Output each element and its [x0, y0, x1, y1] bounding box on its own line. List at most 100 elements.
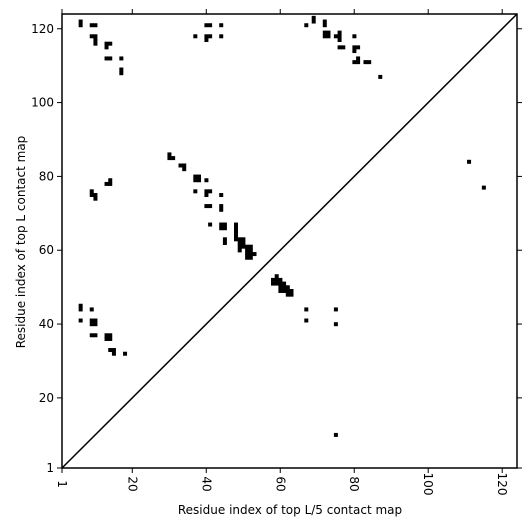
contact-cell-top-L — [219, 34, 224, 39]
contact-cell-top-L5 — [274, 277, 279, 282]
contact-cell-top-L — [104, 56, 109, 61]
contact-cell-top-L — [248, 255, 253, 260]
contact-cell-top-L5 — [304, 307, 309, 312]
contact-cell-top-L5 — [274, 281, 279, 286]
contact-cell-top-L — [352, 49, 357, 54]
contact-cell-top-L5 — [274, 274, 279, 279]
contact-cell-top-L — [234, 226, 239, 231]
contact-cell-top-L — [204, 189, 209, 194]
contact-cell-top-L5 — [89, 333, 94, 338]
contact-cell-top-L5 — [104, 333, 109, 338]
contact-cell-top-L — [237, 237, 242, 242]
contact-cell-top-L — [241, 244, 246, 249]
contact-cell-top-L — [208, 189, 213, 194]
contact-cell-top-L — [337, 30, 342, 35]
contact-cell-top-L — [248, 248, 253, 253]
contact-cell-top-L — [78, 19, 83, 24]
y-tick-label: 120 — [31, 22, 54, 36]
contact-cell-top-L5 — [278, 288, 283, 293]
contact-cell-top-L — [193, 34, 198, 39]
contact-cell-top-L5 — [271, 277, 275, 282]
contact-cell-top-L5 — [278, 281, 283, 286]
contact-cell-top-L — [234, 237, 239, 242]
contact-cell-top-L — [304, 23, 309, 28]
contact-cell-top-L — [222, 226, 227, 231]
contact-cell-top-L — [219, 222, 224, 227]
y-tick-label: 1 — [46, 461, 54, 475]
contact-cell-top-L — [241, 241, 246, 245]
contact-cell-top-L — [337, 37, 342, 42]
contact-cell-top-L5 — [108, 333, 113, 338]
x-tick-label: 40 — [199, 476, 213, 491]
x-tick-label: 100 — [421, 473, 435, 496]
contact-cell-top-L — [219, 193, 224, 198]
contact-cell-top-L — [182, 163, 187, 168]
contact-cell-top-L — [252, 252, 257, 257]
contact-cell-top-L — [104, 41, 109, 46]
x-tick-label: 20 — [125, 476, 139, 491]
contact-cell-top-L — [171, 156, 176, 161]
contact-cell-top-L — [241, 237, 246, 242]
contact-cell-top-L — [378, 74, 383, 79]
contact-cell-top-L — [204, 204, 209, 209]
contact-cell-top-L — [237, 241, 242, 245]
contact-cell-top-L — [481, 185, 486, 190]
contact-cell-top-L — [108, 56, 113, 61]
contact-cell-top-L5 — [93, 322, 98, 327]
contact-cell-top-L — [93, 23, 98, 28]
contact-cell-top-L — [119, 71, 124, 76]
y-tick-label: 40 — [39, 317, 54, 331]
contact-cell-top-L — [248, 252, 253, 257]
contact-cell-top-L — [89, 23, 94, 28]
contact-cell-top-L — [219, 204, 224, 209]
contact-cell-top-L5 — [111, 351, 116, 356]
contact-cell-top-L — [219, 207, 224, 212]
y-tick-label: 60 — [39, 243, 54, 257]
contact-cell-top-L — [197, 174, 202, 179]
contact-cell-top-L — [119, 56, 124, 61]
contact-cell-top-L — [363, 60, 368, 65]
contact-cell-top-L — [89, 193, 94, 198]
contact-cell-top-L — [204, 193, 209, 198]
contact-cell-top-L — [193, 189, 198, 194]
contact-cell-top-L5 — [78, 303, 83, 308]
contact-cell-top-L5 — [282, 281, 287, 286]
contact-cell-top-L — [208, 222, 213, 227]
contact-cell-top-L — [337, 45, 342, 50]
contact-cell-top-L5 — [285, 292, 290, 297]
contact-cell-top-L5 — [289, 288, 294, 293]
y-tick-label: 20 — [39, 391, 54, 405]
contact-cell-top-L — [352, 34, 357, 39]
contact-cell-top-L — [222, 237, 227, 242]
contact-cell-top-L5 — [333, 307, 338, 312]
contact-cell-top-L — [104, 181, 109, 186]
contact-cell-top-L — [367, 60, 372, 65]
contact-cell-top-L5 — [89, 307, 94, 312]
contact-cell-top-L — [208, 204, 213, 209]
contact-cell-top-L — [337, 34, 342, 39]
contact-cell-top-L — [108, 178, 113, 183]
contact-cell-top-L — [93, 41, 98, 46]
y-tick-label: 100 — [31, 96, 54, 110]
contact-cell-top-L5 — [89, 322, 94, 327]
contact-cell-top-L — [245, 248, 250, 253]
contact-cell-top-L5 — [289, 292, 294, 297]
contact-cell-top-L — [204, 23, 209, 28]
contact-cell-top-L — [204, 178, 209, 183]
contact-cell-top-L — [167, 156, 172, 161]
contact-cell-top-L — [89, 34, 94, 39]
x-tick-label: 80 — [347, 476, 361, 491]
contact-cell-top-L — [352, 45, 357, 50]
y-axis-label: Residue index of top L contact map — [14, 136, 28, 349]
contact-cell-top-L — [204, 34, 209, 39]
contact-cell-top-L — [322, 19, 327, 24]
contact-cell-top-L — [167, 152, 172, 157]
x-tick-label: 60 — [273, 476, 287, 491]
contact-cell-top-L5 — [78, 307, 83, 312]
contact-cell-top-L — [193, 174, 198, 179]
contact-cell-top-L5 — [282, 285, 287, 290]
contact-cell-top-L5 — [104, 336, 109, 341]
contact-cell-top-L — [322, 30, 327, 35]
contact-cell-top-L — [93, 196, 98, 201]
